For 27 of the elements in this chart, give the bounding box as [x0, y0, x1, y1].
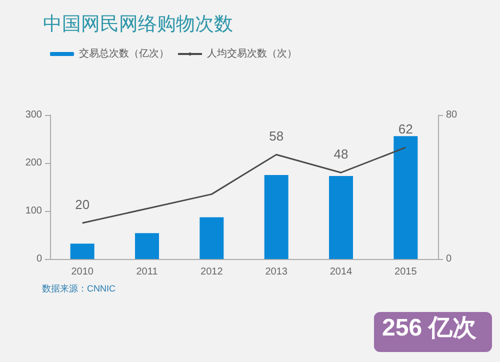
data-label: 58	[269, 128, 284, 144]
y2-tick-label: 80	[446, 110, 458, 120]
y2-tick-label: 0	[446, 254, 452, 264]
x-tick-label: 2014	[330, 266, 353, 278]
data-label: 48	[334, 146, 348, 162]
data-label: 20	[75, 197, 90, 212]
legend-label: 交易总次数（亿次）	[79, 48, 169, 60]
bar	[329, 176, 353, 259]
x-tick-label: 2012	[200, 266, 224, 278]
chart-title: 中国网民网络购物次数	[43, 14, 233, 35]
x-tick-label: 2011	[136, 266, 158, 278]
y-tick-label: 200	[25, 158, 42, 168]
bar	[135, 233, 159, 259]
text: 256 亿次	[382, 314, 478, 342]
bar	[70, 244, 94, 259]
bar	[264, 175, 288, 259]
data-label: 62	[398, 121, 413, 136]
x-tick-label: 2013	[265, 266, 288, 278]
bar	[394, 136, 418, 259]
source-note: 数据来源：CNNIC	[42, 284, 116, 294]
x-tick-label: 2015	[394, 266, 418, 278]
x-tick-label: 2010	[71, 266, 94, 278]
legend-label: 人均交易次数（次）	[207, 48, 297, 60]
bar	[200, 217, 224, 259]
y-tick-label: 0	[36, 254, 42, 264]
y-tick-label: 100	[25, 206, 42, 216]
y-tick-label: 300	[25, 110, 42, 120]
